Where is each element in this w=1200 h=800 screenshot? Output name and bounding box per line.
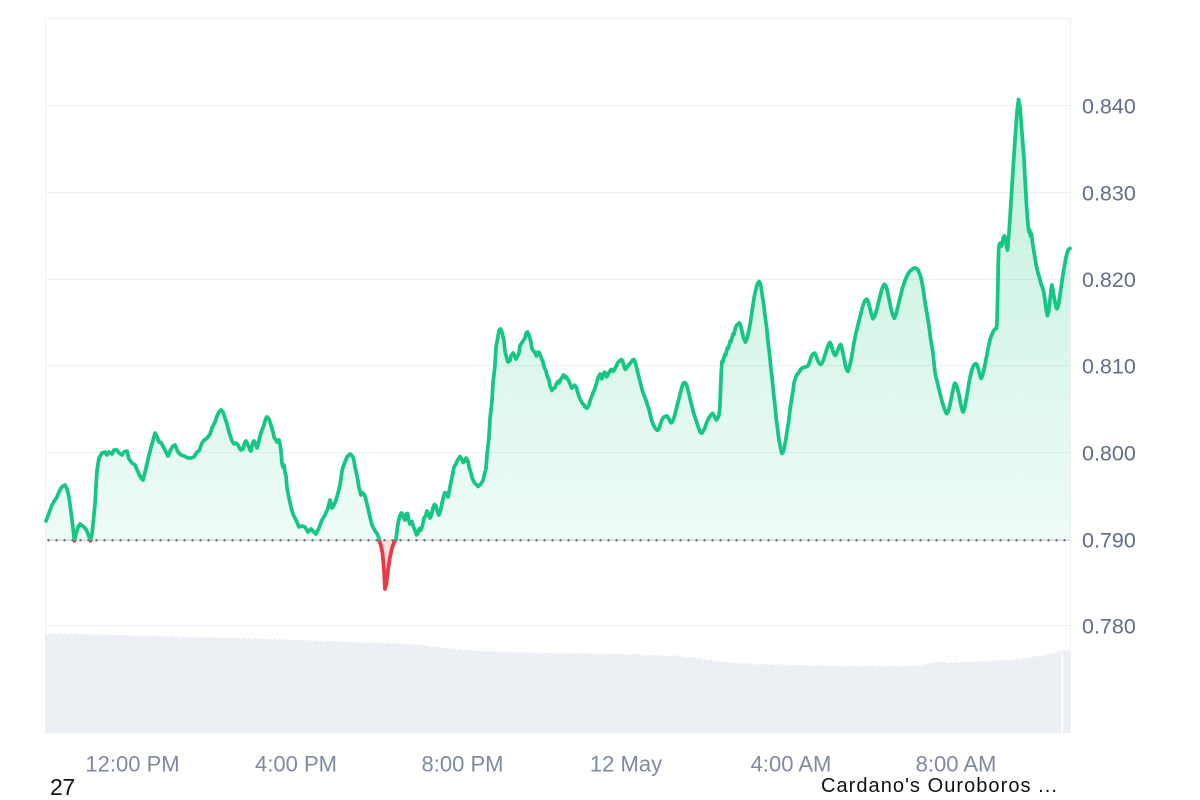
svg-text:12 May: 12 May — [590, 752, 662, 777]
svg-text:12:00 PM: 12:00 PM — [85, 752, 179, 777]
svg-text:0.790: 0.790 — [1082, 529, 1136, 553]
svg-text:0.800: 0.800 — [1082, 442, 1136, 466]
svg-text:4:00 AM: 4:00 AM — [751, 752, 832, 777]
svg-text:0.810: 0.810 — [1082, 355, 1136, 379]
svg-text:Cardano's Ouroboros ...: Cardano's Ouroboros ... — [821, 775, 1058, 797]
svg-text:0.840: 0.840 — [1082, 95, 1136, 119]
svg-text:8:00 AM: 8:00 AM — [916, 752, 997, 777]
svg-text:0.830: 0.830 — [1082, 182, 1136, 206]
svg-text:4:00 PM: 4:00 PM — [255, 752, 337, 777]
svg-text:8:00 PM: 8:00 PM — [422, 752, 504, 777]
svg-text:27: 27 — [50, 774, 75, 800]
svg-text:0.780: 0.780 — [1082, 615, 1136, 639]
svg-text:0.820: 0.820 — [1082, 268, 1136, 292]
